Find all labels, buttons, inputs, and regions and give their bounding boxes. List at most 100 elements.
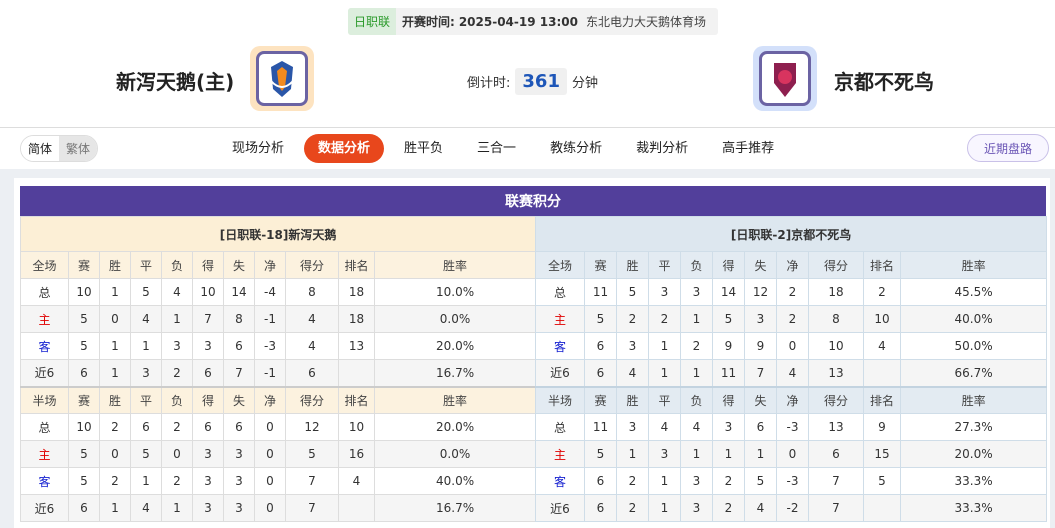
- stat-cell: [338, 359, 375, 387]
- stat-cell: 1: [130, 467, 162, 495]
- column-header: 排名: [338, 251, 375, 279]
- table-row: 客 6 2 1 3 2 5 -3 7 5 33.3%: [535, 467, 1048, 495]
- stat-cell: 1: [99, 494, 131, 522]
- stat-cell: 6: [584, 332, 617, 360]
- stat-cell: 7: [223, 359, 255, 387]
- simplified-option[interactable]: 简体: [21, 136, 60, 161]
- tab-0[interactable]: 现场分析: [232, 141, 285, 156]
- stat-cell: 1: [99, 359, 131, 387]
- stat-cell: 8: [808, 305, 864, 333]
- stat-cell: 14: [223, 278, 255, 306]
- away-team-name[interactable]: 京都不死鸟: [834, 70, 934, 94]
- section-label: 半场: [20, 385, 69, 414]
- stat-cell: 5: [68, 467, 100, 495]
- stat-cell: 33.3%: [899, 467, 1048, 495]
- stat-cell: -3: [776, 467, 809, 495]
- stat-cell: 0: [161, 440, 193, 468]
- stat-cell: 2: [99, 467, 131, 495]
- tab-6[interactable]: 高手推荐: [722, 141, 775, 156]
- stat-cell: 7: [285, 494, 339, 522]
- stat-cell: [863, 359, 901, 387]
- recent-trend-button[interactable]: 近期盘路: [967, 134, 1049, 162]
- stat-cell: 18: [338, 278, 375, 306]
- column-header: 胜率: [373, 251, 537, 279]
- stat-cell: 0: [99, 305, 131, 333]
- column-header: 得: [192, 251, 224, 279]
- stat-cell: 10.0%: [373, 278, 537, 306]
- team-header: [日职联-18]新泻天鹅: [19, 216, 537, 252]
- away-team-logo[interactable]: [753, 46, 817, 111]
- home-team-logo[interactable]: [250, 46, 314, 111]
- table-row: 客 5 2 1 2 3 3 0 7 4 40.0%: [20, 467, 537, 495]
- table-row: 总 10 2 6 2 6 6 0 12 10 20.0%: [20, 413, 537, 441]
- column-header: 胜率: [373, 385, 537, 414]
- stat-cell: 20.0%: [373, 332, 537, 360]
- column-header: 胜: [99, 251, 131, 279]
- home-team-name[interactable]: 新泻天鹅(主): [116, 70, 235, 94]
- stat-cell: 6: [285, 359, 339, 387]
- analysis-tabs: 现场分析 数据分析 胜平负 三合一 教练分析 裁判分析 高手推荐: [218, 134, 794, 163]
- stat-cell: 10: [68, 413, 100, 441]
- stat-cell: 2: [616, 305, 649, 333]
- stat-cell: 13: [808, 413, 864, 441]
- table-row: 主 5 2 2 1 5 3 2 8 10 40.0%: [535, 305, 1048, 333]
- stat-cell: 3: [712, 413, 745, 441]
- stat-cell: 13: [338, 332, 375, 360]
- row-label: 主: [535, 440, 585, 468]
- column-header: 净: [254, 251, 286, 279]
- stat-cell: 3: [223, 440, 255, 468]
- stat-cell: 2: [616, 494, 649, 522]
- column-header: 得: [712, 385, 745, 414]
- language-toggle: 简体 繁体: [20, 135, 99, 162]
- stat-cell: 8: [223, 305, 255, 333]
- row-label: 总: [20, 278, 69, 306]
- stat-cell: 0: [254, 494, 286, 522]
- stat-cell: 10: [68, 278, 100, 306]
- column-header: 得分: [285, 385, 339, 414]
- stat-cell: -3: [776, 413, 809, 441]
- stat-cell: 3: [130, 359, 162, 387]
- column-header: 负: [161, 251, 193, 279]
- stat-cell: 2: [680, 332, 713, 360]
- tab-1[interactable]: 数据分析: [304, 134, 385, 163]
- column-header: 得分: [808, 385, 864, 414]
- column-header: 排名: [863, 251, 901, 279]
- tab-4[interactable]: 教练分析: [550, 141, 603, 156]
- stat-cell: 4: [616, 359, 649, 387]
- table-row: 总 11 5 3 3 14 12 2 18 2 45.5%: [535, 278, 1048, 306]
- stat-cell: 1: [648, 494, 681, 522]
- stat-cell: 5: [584, 305, 617, 333]
- tab-2[interactable]: 胜平负: [404, 141, 444, 156]
- stat-cell: 0: [99, 440, 131, 468]
- row-label: 主: [535, 305, 585, 333]
- stat-cell: 0: [776, 440, 809, 468]
- section-label: 全场: [20, 251, 69, 279]
- stat-cell: 2: [863, 278, 901, 306]
- stat-cell: 6: [584, 359, 617, 387]
- stat-cell: 3: [161, 332, 193, 360]
- stat-cell: 0: [776, 332, 809, 360]
- league-badge[interactable]: 日职联: [348, 8, 397, 35]
- stat-cell: 16.7%: [373, 359, 537, 387]
- tab-5[interactable]: 裁判分析: [636, 141, 689, 156]
- away-standings-table: [日职联-2]京都不死鸟 全场赛胜平负得失净得分 排名 胜率总 11 5 3 3 14 12 2 18…: [534, 216, 1048, 522]
- tab-3[interactable]: 三合一: [477, 141, 517, 156]
- stat-cell: 4: [863, 332, 901, 360]
- stat-cell: 5: [68, 440, 100, 468]
- stat-cell: 14: [712, 278, 745, 306]
- stat-cell: 50.0%: [899, 332, 1048, 360]
- stat-cell: 7: [744, 359, 777, 387]
- section-label: 半场: [535, 385, 585, 414]
- column-header: 胜: [99, 385, 131, 414]
- stat-cell: 4: [744, 494, 777, 522]
- kyoto-crest-icon: [774, 62, 796, 97]
- stat-cell: 2: [776, 305, 809, 333]
- table-row: 总 10 1 5 4 10 14 -4 8 18 10.0%: [20, 278, 537, 306]
- countdown: 倒计时: 361 分钟: [467, 68, 598, 95]
- stat-cell: -1: [254, 305, 286, 333]
- traditional-option[interactable]: 繁体: [59, 136, 98, 161]
- stat-cell: 45.5%: [899, 278, 1048, 306]
- stat-cell: 4: [776, 359, 809, 387]
- stat-cell: 18: [338, 305, 375, 333]
- stat-cell: 5: [616, 278, 649, 306]
